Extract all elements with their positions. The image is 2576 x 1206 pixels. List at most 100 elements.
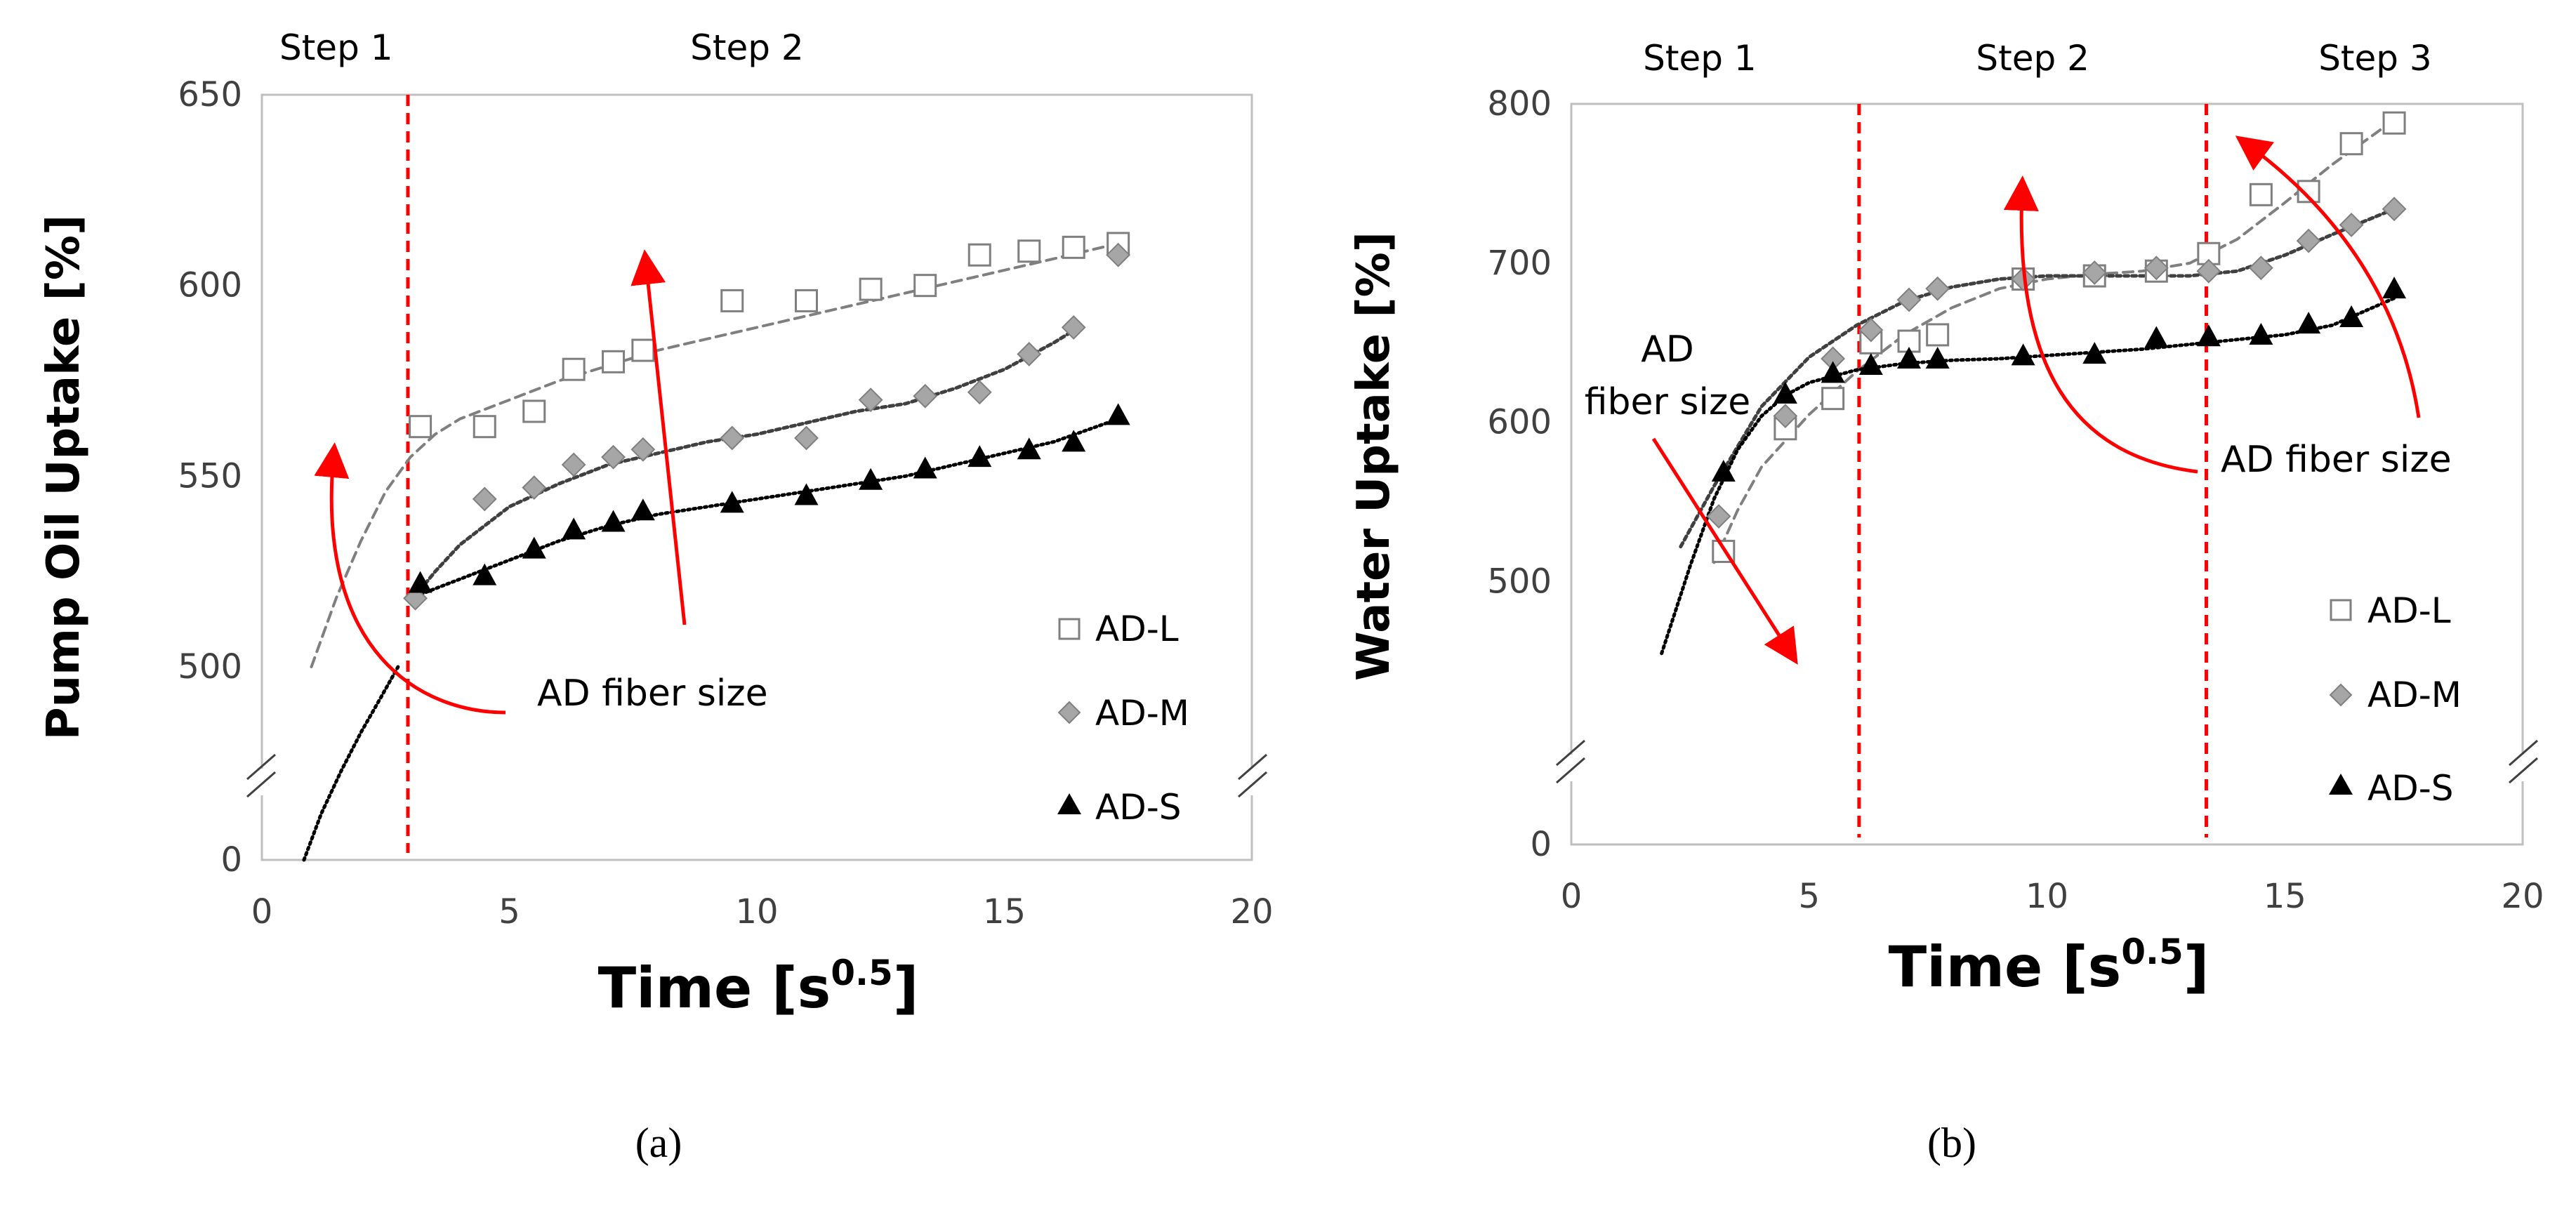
legend-label-ad-s: AD-S bbox=[2367, 768, 2454, 809]
step-label: Step 1 bbox=[1643, 38, 1757, 79]
data-point-ad-s bbox=[720, 491, 744, 513]
data-point-ad-s bbox=[2249, 322, 2273, 345]
data-point-ad-s bbox=[1897, 346, 1922, 369]
fit-lines-a bbox=[302, 241, 1121, 862]
data-point-ad-m bbox=[1017, 342, 1042, 366]
panel-label-b: (b) bbox=[1927, 1120, 1976, 1166]
data-point-ad-l bbox=[1017, 239, 1041, 263]
legend-label-ad-m: AD-M bbox=[2367, 675, 2462, 715]
x-tick-label: 0 bbox=[1561, 877, 1583, 916]
data-point-ad-s bbox=[1858, 353, 1883, 376]
data-point-ad-m bbox=[720, 425, 745, 451]
data-point-ad-s bbox=[859, 468, 883, 490]
data-point-ad-m bbox=[472, 486, 497, 512]
y-tick-labels-a: 500 550 600 650 0 bbox=[178, 75, 242, 880]
y-tick-label-zero: 0 bbox=[1530, 825, 1552, 864]
y-axis-title-b: Water Uptake [%] bbox=[1348, 232, 1400, 681]
data-point-ad-m bbox=[2248, 256, 2273, 281]
data-point-ad-s bbox=[1821, 361, 1845, 383]
fit-line-ad-l bbox=[1712, 118, 2396, 564]
panel-label-a: (a) bbox=[635, 1120, 682, 1166]
data-point-ad-l bbox=[409, 415, 432, 439]
data-point-ad-s bbox=[1711, 460, 1736, 482]
data-point-ad-s bbox=[408, 571, 432, 593]
data-point-ad-m bbox=[2196, 258, 2221, 284]
legend-triangle-marker bbox=[2329, 774, 2353, 795]
data-point-ad-l bbox=[1821, 387, 1845, 411]
data-point-ad-s bbox=[2144, 326, 2169, 348]
data-point-ad-m bbox=[2339, 212, 2364, 237]
data-point-ad-m bbox=[1773, 404, 1798, 429]
data-point-ad-m bbox=[1896, 287, 1922, 312]
legend-b: AD-L AD-M AD-S bbox=[2329, 590, 2462, 809]
data-point-ad-l bbox=[2339, 132, 2363, 156]
x-tick-labels-b: 0 5 10 15 20 bbox=[1561, 877, 2544, 916]
step-label: Step 2 bbox=[1976, 38, 2089, 79]
data-point-ad-m bbox=[1706, 504, 1731, 529]
step-label: Step 3 bbox=[2318, 38, 2432, 79]
data-point-ad-s bbox=[601, 510, 626, 532]
data-point-ad-m bbox=[913, 383, 938, 409]
data-point-ad-s bbox=[1062, 430, 1086, 452]
legend-diamond-marker bbox=[2329, 683, 2353, 707]
fit-line-ad-l bbox=[310, 241, 1120, 668]
y-tick-label: 600 bbox=[178, 266, 242, 305]
x-tick-labels-a: 0 5 10 15 20 bbox=[251, 892, 1274, 932]
data-point-ad-l bbox=[967, 243, 991, 267]
data-point-ad-m bbox=[630, 437, 656, 462]
y-axis-title-a: Pump Oil Uptake [%] bbox=[38, 215, 90, 741]
data-point-ad-l bbox=[522, 399, 546, 423]
curved-arrow-b-right bbox=[2235, 135, 2421, 418]
y-tick-label: 500 bbox=[178, 647, 242, 687]
step-labels-a: Step 1 Step 2 bbox=[279, 27, 804, 68]
data-point-ad-m bbox=[522, 475, 547, 501]
annotation-fiber-size-b-left: fiber size bbox=[1585, 381, 1751, 423]
x-tick-label: 15 bbox=[2264, 877, 2306, 916]
data-point-ad-l bbox=[913, 274, 937, 298]
data-point-ad-s bbox=[967, 445, 992, 468]
legend-square-marker bbox=[2330, 599, 2352, 621]
plot-area-b bbox=[1570, 102, 2524, 846]
chart-a: 500 550 600 650 0 0 5 10 15 20 Step 1 Step 2 Pump… bbox=[38, 27, 1274, 1166]
data-point-ad-m bbox=[601, 444, 626, 470]
data-point-ad-m bbox=[2296, 228, 2321, 253]
diagonal-arrow-b bbox=[1651, 437, 1798, 665]
legend-label-ad-l: AD-L bbox=[1095, 609, 1179, 649]
data-point-ad-s bbox=[522, 536, 546, 559]
x-tick-label: 5 bbox=[1798, 877, 1820, 916]
step-label: Step 2 bbox=[690, 27, 804, 68]
data-point-ad-m bbox=[2382, 197, 2407, 222]
data-point-ad-s bbox=[1773, 381, 1797, 404]
legend-diamond-marker bbox=[1057, 701, 1081, 724]
fit-line-ad-s bbox=[409, 417, 1121, 600]
y-tick-label: 550 bbox=[178, 456, 242, 496]
data-point-ad-s bbox=[630, 498, 655, 521]
data-point-ad-s bbox=[1017, 437, 1041, 460]
axis-break-a bbox=[246, 753, 1267, 798]
x-tick-label: 20 bbox=[1230, 892, 1273, 932]
fit-lines-b bbox=[1660, 118, 2396, 656]
x-tick-label: 10 bbox=[735, 892, 778, 932]
data-point-ad-l bbox=[2382, 111, 2406, 135]
data-point-ad-l bbox=[562, 357, 586, 381]
legend-a: AD-L AD-M AD-S bbox=[1057, 609, 1189, 828]
annotation-fiber-size-a: AD fiber size bbox=[537, 672, 768, 715]
data-point-ad-s bbox=[2297, 312, 2321, 334]
x-tick-label: 20 bbox=[2501, 877, 2544, 916]
data-point-ad-m bbox=[1925, 276, 1950, 301]
data-point-ad-s bbox=[1106, 403, 1130, 425]
data-points-a bbox=[403, 232, 1131, 611]
data-point-ad-m bbox=[2082, 260, 2107, 285]
legend-triangle-marker bbox=[1057, 793, 1081, 814]
data-point-ad-m bbox=[794, 425, 819, 451]
data-point-ad-m bbox=[1858, 317, 1884, 343]
step-lines-b bbox=[1857, 104, 2208, 837]
y-tick-label: 700 bbox=[1487, 244, 1552, 283]
data-point-ad-l bbox=[1774, 417, 1797, 441]
curved-arrow-b-middle bbox=[2003, 175, 2198, 474]
data-point-ad-s bbox=[2382, 277, 2407, 299]
y-tick-label: 600 bbox=[1487, 403, 1552, 442]
data-point-ad-s bbox=[562, 517, 586, 540]
